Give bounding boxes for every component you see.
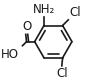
Text: NH₂: NH₂ [32,3,55,16]
Text: O: O [22,20,31,33]
Text: Cl: Cl [70,6,81,19]
Text: Cl: Cl [56,67,68,80]
Text: HO: HO [1,48,19,61]
